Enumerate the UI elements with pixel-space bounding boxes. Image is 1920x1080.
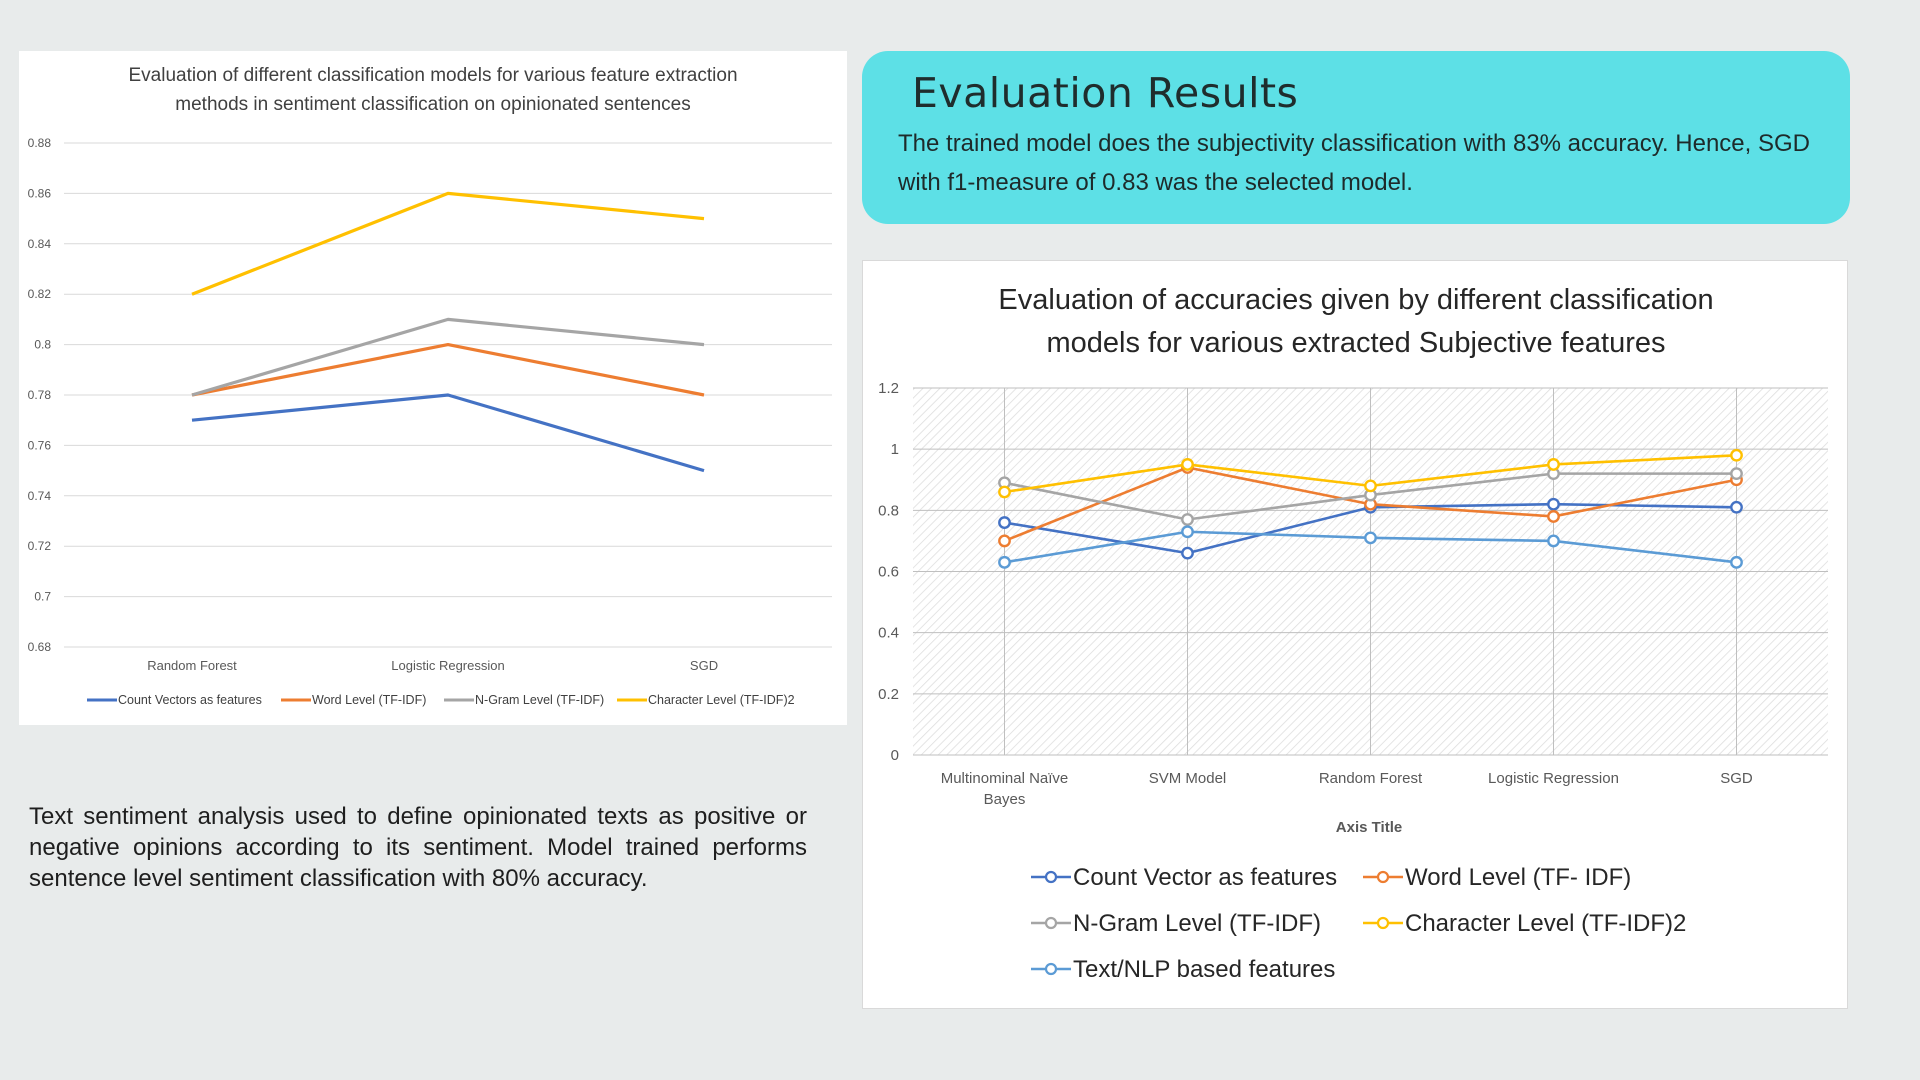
legend-label: N-Gram Level (TF-IDF) <box>475 693 604 707</box>
sentiment-line-chart: Evaluation of different classification m… <box>28 65 832 707</box>
legend-label: Count Vector as features <box>1073 864 1337 891</box>
subjectivity-chart-panel: Evaluation of accuracies given by differ… <box>862 260 1848 1009</box>
legend-marker <box>1044 916 1058 930</box>
x-tick-label: SVM Model <box>1149 770 1227 787</box>
legend-marker <box>1376 870 1390 884</box>
data-point <box>1730 467 1743 481</box>
evaluation-results-box: Evaluation Results The trained model doe… <box>862 51 1850 224</box>
y-tick-label: 0.6 <box>878 564 899 581</box>
series-line <box>191 343 705 397</box>
data-point <box>1547 497 1560 511</box>
y-tick-label: 0.7 <box>34 590 51 604</box>
legend-label: N-Gram Level (TF-IDF) <box>1073 910 1321 937</box>
y-tick-label: 0.4 <box>878 625 899 642</box>
legend-label: Word Level (TF- IDF) <box>1405 864 1631 891</box>
subjectivity-line-chart: Evaluation of accuracies given by differ… <box>878 284 1828 983</box>
data-point <box>1181 513 1194 526</box>
y-tick-label: 0.74 <box>28 489 52 503</box>
data-point <box>1547 510 1560 523</box>
legend-label: Count Vectors as features <box>118 693 262 707</box>
legend-marker <box>1044 962 1058 976</box>
data-point <box>1547 534 1560 548</box>
x-tick-label: Bayes <box>984 791 1026 808</box>
legend-label: Text/NLP based features <box>1073 956 1335 983</box>
y-tick-label: 0 <box>891 747 899 764</box>
y-tick-label: 0.86 <box>28 186 52 200</box>
data-point <box>998 534 1011 548</box>
y-tick-label: 0.8 <box>878 502 899 519</box>
x-tick-label: Logistic Regression <box>391 658 504 673</box>
legend-label: Word Level (TF-IDF) <box>312 693 426 707</box>
y-tick-label: 0.78 <box>28 388 52 402</box>
x-tick-label: SGD <box>690 658 718 673</box>
legend-label: Character Level (TF-IDF)2 <box>648 693 795 707</box>
data-point <box>1547 458 1560 471</box>
data-point <box>1730 555 1743 569</box>
series-line <box>191 317 705 397</box>
sentiment-description: Text sentiment analysis used to define o… <box>29 803 807 892</box>
series-line <box>191 191 705 296</box>
y-tick-label: 0.76 <box>28 438 52 452</box>
chart-title: models for various extracted Subjective … <box>1047 327 1666 359</box>
data-point <box>1364 531 1377 545</box>
data-point <box>1181 546 1194 560</box>
chart-title: methods in sentiment classification on o… <box>175 94 690 115</box>
x-tick-label: Logistic Regression <box>1488 770 1619 787</box>
data-point <box>1730 500 1743 514</box>
y-tick-label: 0.2 <box>878 686 899 703</box>
data-point <box>1730 448 1743 462</box>
data-point <box>1181 525 1194 539</box>
series-line <box>191 393 705 473</box>
data-point <box>998 485 1011 499</box>
y-tick-label: 0.68 <box>28 640 52 654</box>
x-tick-label: Random Forest <box>147 658 237 673</box>
y-tick-label: 1.2 <box>878 380 899 397</box>
x-tick-label: Random Forest <box>1319 770 1423 787</box>
data-point <box>998 516 1011 529</box>
data-point <box>1364 479 1377 493</box>
y-tick-label: 0.84 <box>28 237 52 251</box>
y-tick-label: 0.8 <box>34 338 51 352</box>
y-tick-label: 1 <box>891 441 899 458</box>
y-tick-label: 0.82 <box>28 287 52 301</box>
results-title: Evaluation Results <box>912 69 1299 117</box>
legend-marker <box>1044 870 1058 884</box>
chart-title: Evaluation of accuracies given by differ… <box>998 284 1713 316</box>
legend-marker <box>1376 916 1390 930</box>
data-point <box>998 555 1011 569</box>
x-tick-label: SGD <box>1720 770 1753 787</box>
data-point <box>1181 458 1194 471</box>
sentiment-chart-panel: Evaluation of different classification m… <box>19 51 847 725</box>
results-body: The trained model does the subjectivity … <box>898 130 1810 197</box>
y-tick-label: 0.72 <box>28 539 52 553</box>
x-axis-title: Axis Title <box>1336 819 1402 836</box>
legend-label: Character Level (TF-IDF)2 <box>1405 910 1686 937</box>
chart-title: Evaluation of different classification m… <box>128 65 737 86</box>
x-tick-label: Multinominal Naïve <box>941 770 1069 787</box>
y-tick-label: 0.88 <box>28 136 52 150</box>
